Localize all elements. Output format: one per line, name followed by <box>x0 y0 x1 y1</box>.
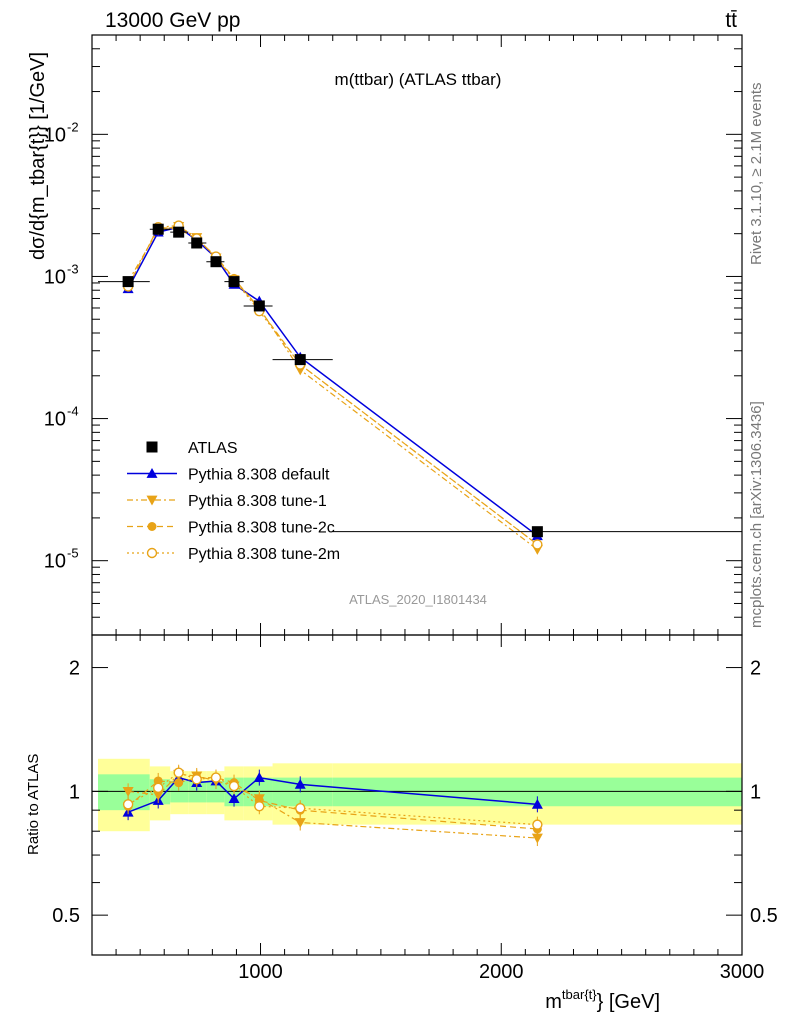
y-tick-label-main: 10 <box>44 409 66 431</box>
ratio-band-inner <box>272 777 333 807</box>
x-axis-label-unit: } [GeV] <box>597 991 660 1013</box>
ratio-point-3 <box>122 799 134 810</box>
energy-label: 13000 GeV pp <box>105 9 240 32</box>
y-tick-label-main-exp: -5 <box>67 546 79 561</box>
ratio-point-3 <box>228 780 240 792</box>
ratio-point-3 <box>173 767 184 778</box>
ratio-point-3 <box>295 802 306 814</box>
ratio-point-1 <box>122 786 134 797</box>
legend-label: ATLAS <box>188 440 238 457</box>
ratio-bands <box>92 758 742 832</box>
y-tick-label-ratio-right: 1 <box>750 781 761 803</box>
x-axis-label: mtbar{t}} [GeV] <box>545 987 660 1013</box>
atlas-point <box>173 226 185 238</box>
y-tick-label-main-exp: -3 <box>67 261 79 276</box>
ratio-point-3 <box>210 772 222 783</box>
ratio-point-1 <box>294 818 306 828</box>
x-tick-label: 3000 <box>720 961 765 983</box>
legend-label: Pythia 8.308 tune-2m <box>188 546 340 563</box>
ratio-plot <box>122 764 543 847</box>
ratio-frame <box>91 634 743 956</box>
y-tick-label-ratio: 1 <box>69 781 80 803</box>
ratio-point-3 <box>254 801 265 812</box>
legend-label: Pythia 8.308 tune-1 <box>188 493 327 510</box>
y-tick-label-main-exp: -4 <box>67 404 79 419</box>
y-tick-label-ratio-right: 2 <box>750 658 761 680</box>
legend-marker <box>146 495 158 506</box>
y-axis-label-main: dσ/d{m_tbar{t}} [1/GeV] <box>27 52 49 260</box>
process-label: tt̄ <box>725 9 737 32</box>
atlas-point <box>122 276 134 288</box>
series-point-3 <box>532 539 543 550</box>
ratio-point-0 <box>531 798 543 809</box>
x-axis-label-sup: tbar{t} <box>562 987 597 1002</box>
legend-marker <box>147 522 157 531</box>
main-plot <box>98 220 742 555</box>
ratio-line-2 <box>127 777 538 830</box>
atlas-point <box>294 354 306 366</box>
ratio-point-0 <box>228 793 240 804</box>
y-tick-label-ratio: 0.5 <box>52 905 80 927</box>
legend-marker <box>146 547 158 559</box>
legend-marker <box>146 441 158 453</box>
side-label-mcplots: mcplots.cern.ch [arXiv:1306.3436] <box>748 401 765 628</box>
side-label-rivet: Rivet 3.1.10, ≥ 2.1M events <box>748 83 765 266</box>
atlas-point <box>253 300 265 312</box>
ratio-point-3 <box>191 774 202 785</box>
y-tick-label-main-exp: -2 <box>67 119 79 134</box>
legend-label: Pythia 8.308 default <box>188 467 330 484</box>
ratio-point-2 <box>174 778 184 788</box>
y-axis-label-ratio: Ratio to ATLAS <box>25 754 42 855</box>
legend-marker <box>146 468 158 478</box>
series-line-0 <box>127 226 538 537</box>
legend-label: Pythia 8.308 tune-2c <box>188 520 335 537</box>
x-tick-label: 1000 <box>238 961 283 983</box>
ratio-point-0 <box>253 772 265 783</box>
plot-title: m(ttbar) (ATLAS ttbar) <box>335 70 502 89</box>
analysis-id: ATLAS_2020_I1801434 <box>349 592 487 607</box>
atlas-point <box>210 256 222 268</box>
atlas-point <box>152 223 164 235</box>
y-tick-label-ratio: 2 <box>69 658 80 680</box>
x-axis-label-main: m <box>545 991 562 1013</box>
x-tick-label: 2000 <box>479 961 524 983</box>
ratio-point-1 <box>531 833 543 844</box>
y-tick-label-ratio-right: 0.5 <box>750 905 778 927</box>
ratio-point-3 <box>532 819 543 830</box>
y-tick-label-main: 10 <box>44 266 66 288</box>
legend: ATLAS Pythia 8.308 default Pythia 8.308 tu… <box>127 440 340 563</box>
y-tick-label-main: 10 <box>44 124 66 146</box>
atlas-point <box>228 276 240 288</box>
atlas-point <box>191 237 203 249</box>
ratio-point-3 <box>153 782 164 794</box>
main-frame <box>91 34 743 636</box>
atlas-point <box>531 526 543 538</box>
y-tick-label-main: 10 <box>44 551 66 573</box>
ratio-point-0 <box>294 778 306 789</box>
